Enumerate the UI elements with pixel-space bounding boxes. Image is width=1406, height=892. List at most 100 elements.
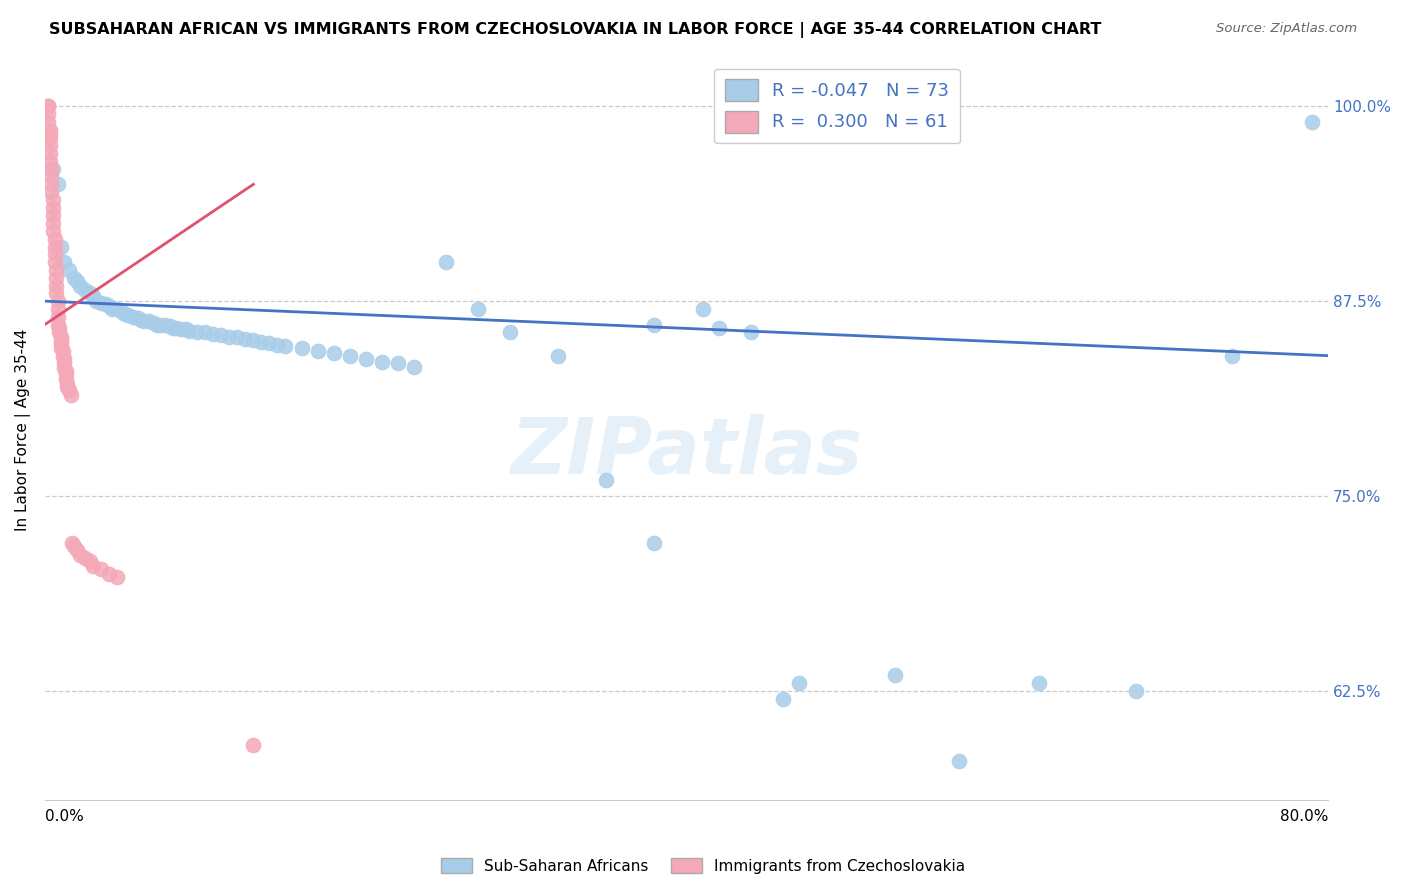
Point xyxy=(37,107,59,121)
Point xyxy=(1028,676,1050,690)
Point xyxy=(46,294,69,309)
Point xyxy=(290,341,312,355)
Y-axis label: In Labor Force | Age 35-44: In Labor Force | Age 35-44 xyxy=(15,328,31,531)
Point xyxy=(235,332,257,346)
Point xyxy=(84,294,107,309)
Point xyxy=(884,668,907,682)
Point xyxy=(44,255,66,269)
Point xyxy=(58,383,80,397)
Point xyxy=(98,566,121,581)
Point xyxy=(37,115,59,129)
Point xyxy=(242,738,264,752)
Point xyxy=(467,301,489,316)
Point xyxy=(66,543,89,558)
Point xyxy=(127,311,149,326)
Point xyxy=(73,551,96,566)
Legend: R = -0.047   N = 73, R =  0.300   N = 61: R = -0.047 N = 73, R = 0.300 N = 61 xyxy=(714,69,960,144)
Point xyxy=(48,320,70,334)
Point xyxy=(79,554,101,568)
Point xyxy=(186,326,208,340)
Point xyxy=(162,320,184,334)
Point xyxy=(111,305,134,319)
Text: 80.0%: 80.0% xyxy=(1279,809,1329,824)
Point xyxy=(105,301,128,316)
Point xyxy=(371,355,394,369)
Point xyxy=(434,255,457,269)
Point xyxy=(55,364,77,378)
Point xyxy=(51,349,73,363)
Point xyxy=(45,270,67,285)
Point xyxy=(354,351,377,366)
Point xyxy=(122,310,145,324)
Point xyxy=(322,345,344,359)
Point xyxy=(179,324,201,338)
Point xyxy=(42,193,65,207)
Point xyxy=(79,286,101,301)
Point xyxy=(58,263,80,277)
Point xyxy=(94,297,117,311)
Point xyxy=(48,326,70,340)
Point xyxy=(38,128,60,142)
Point xyxy=(499,326,522,340)
Point xyxy=(46,178,69,192)
Point xyxy=(44,247,66,261)
Point xyxy=(46,310,69,324)
Point xyxy=(62,270,84,285)
Text: SUBSAHARAN AFRICAN VS IMMIGRANTS FROM CZECHOSLOVAKIA IN LABOR FORCE | AGE 35-44 : SUBSAHARAN AFRICAN VS IMMIGRANTS FROM CZ… xyxy=(49,22,1101,38)
Point xyxy=(90,295,112,310)
Point xyxy=(37,99,59,113)
Point xyxy=(387,356,409,370)
Point xyxy=(1301,115,1323,129)
Text: Source: ZipAtlas.com: Source: ZipAtlas.com xyxy=(1216,22,1357,36)
Point xyxy=(202,326,225,341)
Point xyxy=(44,232,66,246)
Point xyxy=(339,349,361,363)
Point xyxy=(42,161,65,176)
Point xyxy=(69,278,91,293)
Point xyxy=(39,169,62,184)
Point xyxy=(56,380,79,394)
Point xyxy=(73,283,96,297)
Point xyxy=(53,255,76,269)
Point xyxy=(66,274,89,288)
Point xyxy=(194,326,217,340)
Point xyxy=(1220,349,1243,363)
Point xyxy=(49,341,72,355)
Point xyxy=(787,676,810,690)
Point xyxy=(82,559,104,574)
Point xyxy=(274,339,297,353)
Point xyxy=(170,322,193,336)
Point xyxy=(42,201,65,215)
Point xyxy=(153,318,176,332)
Point xyxy=(209,328,232,343)
Point xyxy=(90,562,112,576)
Point xyxy=(114,307,136,321)
Point xyxy=(46,318,69,332)
Point xyxy=(129,313,152,327)
Point xyxy=(56,376,79,391)
Point xyxy=(134,314,156,328)
Point xyxy=(143,316,166,330)
Point xyxy=(53,351,76,366)
Point xyxy=(38,122,60,136)
Point xyxy=(165,320,187,334)
Point xyxy=(1125,683,1147,698)
Point xyxy=(42,216,65,230)
Point xyxy=(38,153,60,168)
Point xyxy=(149,318,172,332)
Point xyxy=(98,299,121,313)
Legend: Sub-Saharan Africans, Immigrants from Czechoslovakia: Sub-Saharan Africans, Immigrants from Cz… xyxy=(434,852,972,880)
Point xyxy=(38,130,60,145)
Point xyxy=(117,308,139,322)
Point xyxy=(242,333,264,347)
Point xyxy=(595,474,617,488)
Point xyxy=(82,289,104,303)
Point xyxy=(39,178,62,192)
Point xyxy=(55,368,77,382)
Point xyxy=(643,535,665,549)
Point xyxy=(69,548,91,562)
Point xyxy=(101,301,124,316)
Point xyxy=(692,301,714,316)
Point xyxy=(45,286,67,301)
Point xyxy=(37,99,59,113)
